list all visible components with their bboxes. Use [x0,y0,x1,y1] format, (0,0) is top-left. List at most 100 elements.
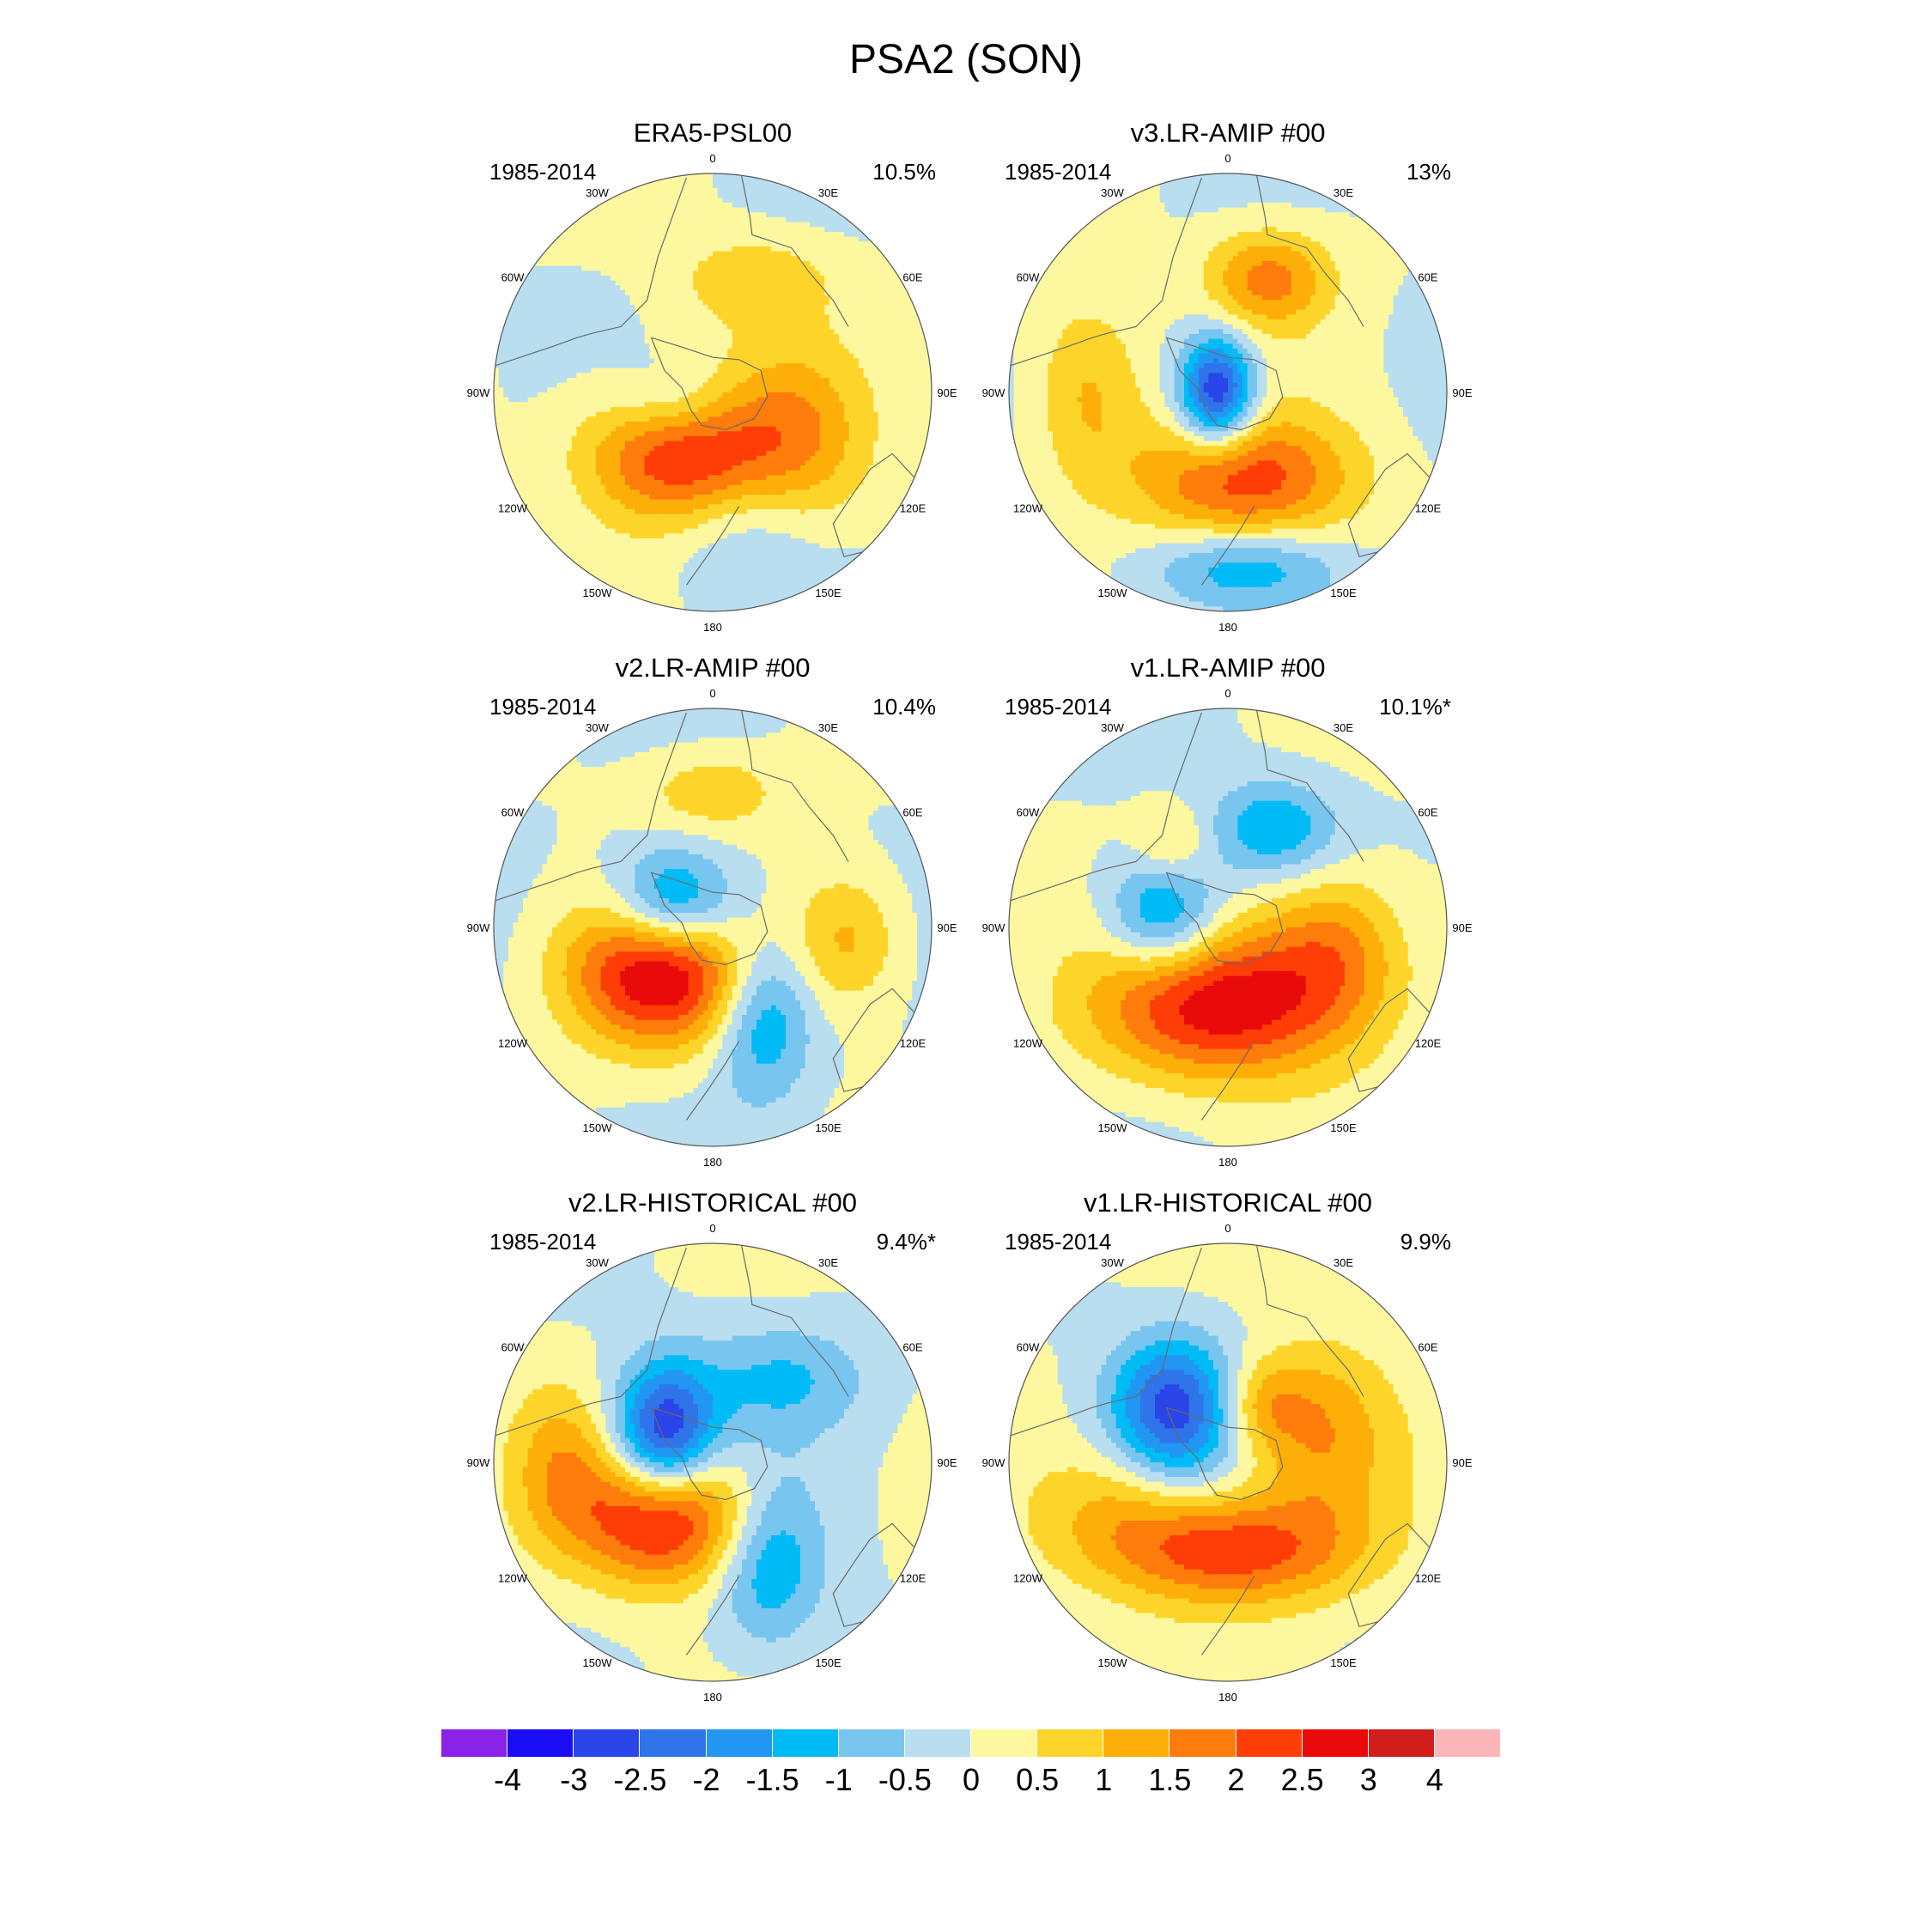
shading-cell [771,251,777,257]
shading-cell [732,426,738,432]
shading-cell [863,465,869,471]
shading-cell [722,178,728,184]
shading-cell [688,319,694,325]
shading-cell [688,232,694,238]
shading-cell [523,422,529,428]
shading-cell [498,387,504,393]
shading-cell [829,431,835,437]
shading-cell [629,378,635,384]
shading-cell [508,338,514,344]
shading-cell [805,324,811,330]
shading-cell [815,392,821,398]
shading-cell [766,222,772,228]
shading-cell [698,436,704,442]
shading-cell [722,261,728,267]
shading-cell [605,451,611,457]
shading-cell [786,373,792,379]
shading-cell [596,455,602,461]
shading-cell [532,343,538,349]
shading-cell [722,358,728,364]
shading-cell [581,392,587,398]
shading-cell [513,402,519,408]
shading-cell [654,192,660,198]
shading-cell [556,363,562,369]
shading-cell [751,431,757,437]
shading-cell [615,319,621,325]
shading-cell [640,241,646,247]
shading-cell [878,236,884,242]
shading-cell [888,338,894,344]
shading-cell [698,358,704,364]
shading-cell [912,470,918,476]
shading-cell [586,212,592,218]
shading-cell [766,265,772,271]
shading-cell [717,397,723,403]
shading-cell [629,373,635,379]
shading-cell [562,251,568,257]
shading-cell [834,295,840,301]
shading-cell [508,382,514,388]
shading-cell [781,451,787,457]
shading-cell [742,324,748,330]
shading-cell [927,329,932,335]
shading-cell [775,440,781,447]
shading-cell [693,431,699,437]
shading-cell [693,261,699,267]
shading-cell [591,290,597,296]
shading-cell [644,363,650,369]
shading-cell [824,368,830,374]
shading-cell [562,392,568,398]
shading-cell [795,378,801,384]
shading-cell [664,422,670,428]
shading-cell [854,455,860,461]
shading-cell [591,222,597,228]
shading-cell [761,382,767,388]
shading-cell [673,319,679,325]
shading-cell [902,455,908,461]
shading-cell [713,416,719,422]
shading-cell [786,436,792,442]
shading-cell [717,212,723,218]
shading-cell [683,265,690,271]
shading-cell [834,387,840,393]
shading-cell [547,407,553,413]
shading-cell [917,402,923,408]
shading-cell [800,411,806,417]
shading-cell [702,227,708,233]
shading-cell [839,382,845,388]
shading-cell [834,285,840,291]
shading-cell [868,363,874,369]
shading-cell [756,431,762,437]
shading-cell [581,358,587,364]
shading-cell [746,426,752,432]
shading-cell [873,460,879,466]
shading-cell [921,368,927,374]
shading-cell [751,475,757,481]
shading-cell [917,475,923,481]
shading-cell [863,314,869,320]
shading-cell [810,188,816,194]
shading-cell [771,290,777,296]
shading-cell [644,203,650,209]
shading-cell [591,397,597,403]
shading-cell [902,426,908,432]
shading-cell [863,280,869,286]
shading-cell [591,338,597,344]
shading-cell [698,295,704,301]
shading-cell [629,314,635,320]
shading-cell [810,460,816,466]
shading-cell [859,363,865,369]
shading-cell [625,241,631,247]
shading-cell [819,363,825,369]
shading-cell [571,338,577,344]
shading-cell [576,280,582,286]
shading-cell [771,173,777,179]
shading-cell [790,319,796,325]
shading-cell [547,270,553,276]
shading-cell [611,422,617,428]
shading-cell [859,465,865,471]
shading-cell [824,265,830,271]
shading-cell [605,382,611,388]
shading-cell [810,422,816,428]
shading-cell [751,416,757,422]
